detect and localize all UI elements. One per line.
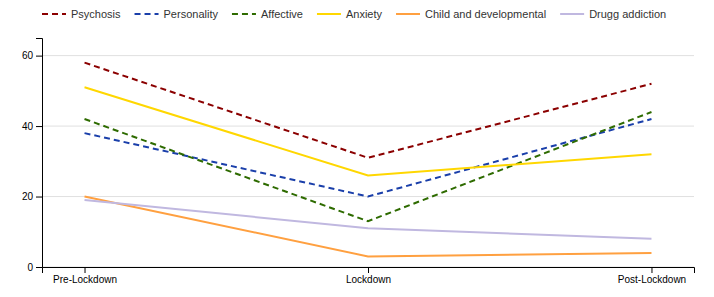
x-axis: Pre-Lockdown Lockdown Post-Lockdown bbox=[43, 267, 695, 285]
y-tick-mark bbox=[36, 267, 42, 268]
x-tick: Lockdown bbox=[346, 267, 391, 285]
y-axis: 0 20 40 60 bbox=[22, 39, 43, 273]
x-tick-mark bbox=[368, 267, 369, 273]
legend-label: Drugg addiction bbox=[589, 8, 666, 20]
y-tick-mark bbox=[36, 197, 42, 198]
legend-label: Personality bbox=[164, 8, 219, 20]
legend-item: Psychosis bbox=[42, 8, 121, 20]
y-tick-mark bbox=[36, 56, 42, 57]
series-line bbox=[85, 197, 652, 257]
legend-item: Personality bbox=[135, 8, 219, 20]
legend-item: Affective bbox=[232, 8, 303, 20]
x-tick-mark bbox=[651, 267, 652, 273]
y-tick-label: 0 bbox=[27, 262, 33, 273]
series-line bbox=[85, 119, 652, 197]
legend-label: Anxiety bbox=[346, 8, 383, 20]
legend-label: Psychosis bbox=[71, 8, 121, 20]
legend-item: Child and developmental bbox=[396, 8, 546, 20]
x-tick-label: Lockdown bbox=[346, 274, 391, 285]
x-tick-mark bbox=[85, 267, 86, 273]
grid-line bbox=[42, 126, 694, 127]
legend: Psychosis Personality Affective Anxiety Chil… bbox=[42, 8, 666, 20]
legend-swatch bbox=[560, 13, 584, 15]
plot-area: 0 20 40 60 Pre-Lockdown Lockdown Post-Lockdown bbox=[22, 39, 695, 286]
x-tick-label: Pre-Lockdown bbox=[53, 274, 117, 285]
series-line bbox=[85, 200, 652, 239]
y-tick: 40 bbox=[22, 121, 42, 132]
legend-item: Drugg addiction bbox=[560, 8, 666, 20]
legend-swatch bbox=[396, 13, 420, 15]
legend-swatch bbox=[135, 13, 159, 15]
y-tick: 60 bbox=[22, 50, 42, 61]
legend-swatch bbox=[232, 13, 256, 15]
legend-swatch bbox=[42, 13, 66, 15]
grid-line bbox=[42, 55, 694, 56]
x-axis-line bbox=[43, 268, 695, 274]
x-tick: Post-Lockdown bbox=[618, 267, 686, 285]
grid bbox=[42, 56, 694, 267]
legend-label: Child and developmental bbox=[425, 8, 546, 20]
legend-label: Affective bbox=[261, 8, 303, 20]
y-tick-mark bbox=[36, 126, 42, 127]
legend-item: Anxiety bbox=[317, 8, 383, 20]
series-line bbox=[85, 112, 652, 221]
x-tick-label: Post-Lockdown bbox=[618, 274, 686, 285]
lines bbox=[85, 63, 652, 257]
series-line bbox=[85, 87, 652, 175]
y-tick-label: 60 bbox=[22, 50, 34, 61]
y-tick: 0 bbox=[27, 262, 42, 273]
y-tick-label: 40 bbox=[22, 121, 34, 132]
series-line bbox=[85, 63, 652, 158]
y-tick-label: 20 bbox=[22, 191, 34, 202]
legend-swatch bbox=[317, 13, 341, 15]
x-tick: Pre-Lockdown bbox=[53, 267, 117, 285]
chart: Psychosis Personality Affective Anxiety Chil… bbox=[0, 0, 714, 297]
y-axis-line bbox=[36, 39, 43, 268]
y-tick: 20 bbox=[22, 191, 42, 202]
